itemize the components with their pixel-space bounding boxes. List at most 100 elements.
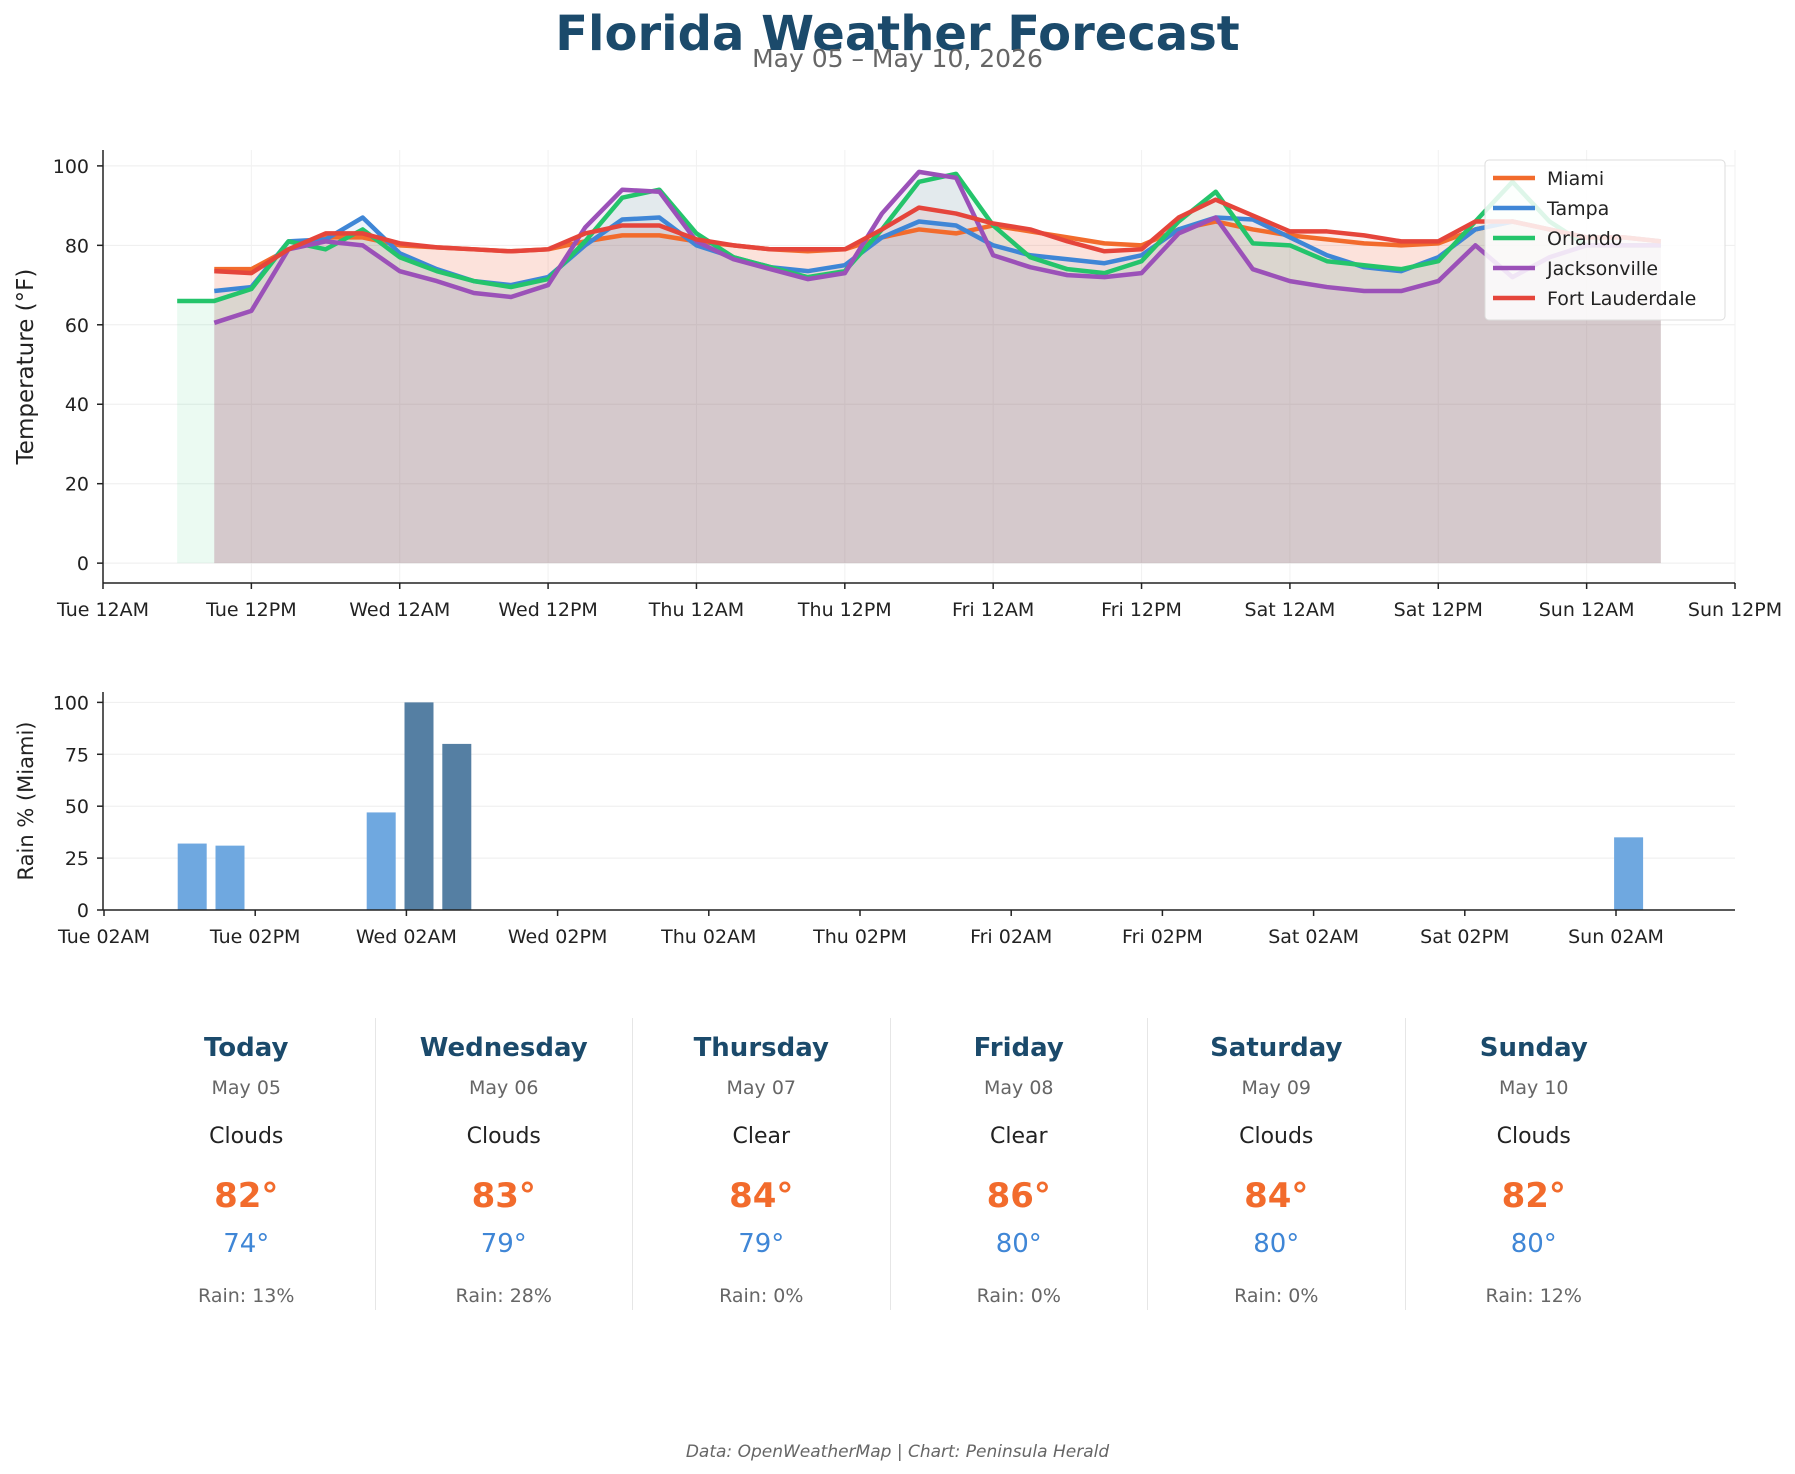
x-tick-label: Thu 02PM xyxy=(812,926,907,948)
rain-bar xyxy=(215,845,245,910)
card-day: Saturday xyxy=(1210,1033,1343,1063)
series-line xyxy=(177,171,1661,304)
card-high-temp: 86° xyxy=(986,1176,1051,1216)
x-tick-label: Sat 02AM xyxy=(1268,926,1359,948)
card-date: May 09 xyxy=(1241,1077,1312,1099)
card-high-temp: 84° xyxy=(729,1176,794,1216)
forecast-cards: Today May 05 Clouds 82° 74° Rain: 13% We… xyxy=(118,1018,1662,1310)
card-high-temp: 84° xyxy=(1244,1176,1309,1216)
legend-label: Orlando xyxy=(1547,228,1622,250)
footer-credit: Data: OpenWeatherMap | Chart: Peninsula … xyxy=(685,1442,1110,1462)
y-tick-label: 25 xyxy=(65,848,89,870)
legend-label: Tampa xyxy=(1546,198,1609,220)
series-area xyxy=(177,173,1661,564)
y-tick-label: 80 xyxy=(65,235,89,257)
card-condition: Clear xyxy=(989,1124,1048,1149)
x-tick-label: Tue 02AM xyxy=(57,926,150,948)
card-condition: Clouds xyxy=(1239,1124,1314,1149)
temperature-chart: 0 20 40 60 80 100 Tue 12AM Tue 12PM Wed 12AM Wed … xyxy=(13,150,1782,621)
series-area xyxy=(214,171,1661,564)
y-tick-label: 100 xyxy=(53,692,89,714)
x-tick-label: Tue 12PM xyxy=(205,599,297,621)
forecast-card: Saturday May 09 Clouds 84° 80° Rain: 0% xyxy=(1148,1018,1406,1310)
y-tick-label: 50 xyxy=(65,796,89,818)
x-tick-label: Tue 02PM xyxy=(209,926,301,948)
rain-bar xyxy=(1614,837,1644,910)
y-axis-label: Rain % (Miami) xyxy=(14,722,38,881)
series-area xyxy=(214,221,1661,564)
rain-bar xyxy=(404,702,434,910)
forecast-card: Wednesday May 06 Clouds 83° 79° Rain: 28… xyxy=(376,1018,633,1310)
legend-label: Fort Lauderdale xyxy=(1547,288,1696,310)
card-day: Sunday xyxy=(1479,1033,1588,1063)
x-tick-label: Sun 12PM xyxy=(1688,599,1782,621)
y-tick-label: 20 xyxy=(65,474,89,496)
x-tick-label: Sat 02PM xyxy=(1420,926,1509,948)
x-tick-label: Fri 02AM xyxy=(970,926,1052,948)
card-date: May 08 xyxy=(984,1077,1054,1099)
card-low-temp: 80° xyxy=(1253,1229,1300,1259)
rain-bar xyxy=(177,843,207,910)
series-line xyxy=(213,169,1661,325)
x-tick-label: Sun 02AM xyxy=(1568,926,1664,948)
card-date: May 07 xyxy=(726,1077,797,1099)
y-tick-label: 75 xyxy=(65,744,89,766)
y-tick-label: 60 xyxy=(65,315,89,337)
card-rain: Rain: 0% xyxy=(719,1285,804,1307)
forecast-card: Today May 05 Clouds 82° 74° Rain: 13% xyxy=(118,1018,376,1310)
rain-bar xyxy=(366,812,396,910)
charts-canvas: 0 20 40 60 80 100 Tue 12AM Tue 12PM Wed 12AM Wed … xyxy=(13,150,1782,948)
y-tick-label: 0 xyxy=(77,553,89,575)
x-tick-label: Wed 02PM xyxy=(508,926,608,948)
y-tick-label: 40 xyxy=(65,394,89,416)
series-area xyxy=(214,217,1661,564)
x-tick-label: Fri 12AM xyxy=(952,599,1034,621)
card-low-temp: 74° xyxy=(223,1229,270,1259)
card-day: Wednesday xyxy=(419,1033,588,1063)
x-tick-label: Thu 12PM xyxy=(797,599,892,621)
x-tick-label: Wed 12PM xyxy=(498,599,598,621)
series-line xyxy=(214,197,1662,276)
forecast-card: Sunday May 10 Clouds 82° 80° Rain: 12% xyxy=(1406,1018,1663,1310)
x-tick-label: Sat 12PM xyxy=(1394,599,1483,621)
x-tick-label: Fri 12PM xyxy=(1101,599,1182,621)
x-tick-label: Thu 12AM xyxy=(648,599,744,621)
x-tick-label: Wed 02AM xyxy=(356,926,457,948)
x-tick-label: Sun 12AM xyxy=(1539,599,1635,621)
card-condition: Clouds xyxy=(209,1124,284,1149)
card-day: Today xyxy=(204,1033,289,1063)
legend-label: Miami xyxy=(1547,168,1604,190)
x-tick-label: Sat 12AM xyxy=(1245,599,1336,621)
chart-title: Florida Weather Forecast xyxy=(555,6,1240,62)
series-area xyxy=(214,199,1661,564)
card-low-temp: 80° xyxy=(995,1229,1042,1259)
rain-bar xyxy=(442,743,472,910)
y-tick-label: 100 xyxy=(53,156,89,178)
card-rain: Rain: 28% xyxy=(455,1285,552,1307)
legend-box xyxy=(1484,159,1726,321)
x-tick-label: Tue 12AM xyxy=(56,599,149,621)
card-rain: Rain: 0% xyxy=(1234,1285,1319,1307)
card-high-temp: 82° xyxy=(1501,1176,1566,1216)
y-axis-label: Temperature (°F) xyxy=(13,269,39,466)
legend-label: Jacksonville xyxy=(1546,258,1658,280)
rain-chart: 0 25 50 75 100 Tue 02AM Tue 02PM Wed 02AM Wed 02… xyxy=(14,692,1735,948)
legend: Miami Tampa Orlando Jacksonville Fort Lauder… xyxy=(1484,159,1726,321)
card-low-temp: 80° xyxy=(1510,1229,1557,1259)
card-rain: Rain: 12% xyxy=(1485,1285,1582,1307)
card-low-temp: 79° xyxy=(738,1229,785,1259)
card-date: May 10 xyxy=(1499,1077,1569,1099)
y-tick-label: 0 xyxy=(77,900,89,922)
forecast-card: Friday May 08 Clear 86° 80° Rain: 0% xyxy=(891,1018,1148,1310)
card-rain: Rain: 0% xyxy=(976,1285,1061,1307)
card-high-temp: 82° xyxy=(214,1176,279,1216)
card-condition: Clouds xyxy=(466,1124,541,1149)
card-condition: Clear xyxy=(732,1124,791,1149)
card-rain: Rain: 13% xyxy=(198,1285,295,1307)
card-condition: Clouds xyxy=(1496,1124,1571,1149)
card-high-temp: 83° xyxy=(471,1176,536,1216)
x-tick-label: Thu 02AM xyxy=(660,926,756,948)
card-date: May 06 xyxy=(469,1077,539,1099)
x-tick-label: Fri 02PM xyxy=(1122,926,1203,948)
card-day: Thursday xyxy=(693,1033,829,1063)
